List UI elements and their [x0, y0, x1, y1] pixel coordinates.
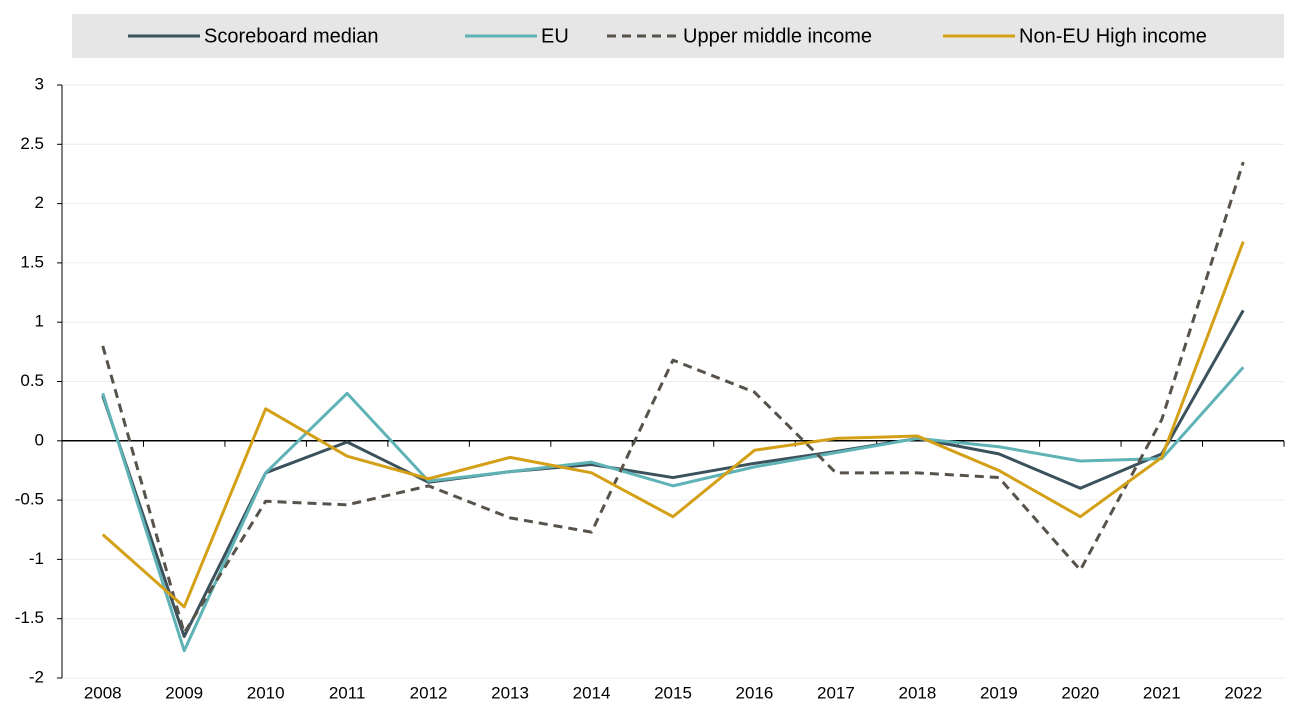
series-line: [101, 241, 1245, 609]
x-tick-label: 2021: [1143, 683, 1181, 702]
x-tick-label: 2019: [980, 683, 1018, 702]
x-tick-label: 2020: [1061, 683, 1099, 702]
series-line: [101, 161, 1245, 635]
y-tick-label: 1.5: [20, 252, 44, 271]
x-tick-label: 2008: [84, 683, 122, 702]
y-tick-label: -2: [29, 667, 44, 686]
y-tick-label: 3: [35, 74, 44, 93]
x-tick-label: 2018: [898, 683, 936, 702]
y-tick-label: 2.5: [20, 134, 44, 153]
y-tick-label: 0: [35, 430, 44, 449]
x-tick-label: 2016: [736, 683, 774, 702]
legend-label: Scoreboard median: [204, 25, 379, 47]
legend-label: Non-EU High income: [1019, 25, 1207, 47]
x-tick-label: 2022: [1224, 683, 1262, 702]
y-tick-label: 1: [35, 312, 44, 331]
x-tick-label: 2015: [654, 683, 692, 702]
legend-label: Upper middle income: [683, 25, 872, 47]
legend-background: [72, 14, 1284, 58]
legend-label: EU: [541, 25, 569, 47]
y-tick-label: 0.5: [20, 371, 44, 390]
y-tick-label: -1: [29, 549, 44, 568]
x-tick-label: 2013: [491, 683, 529, 702]
series-line: [101, 309, 1245, 638]
x-tick-label: 2012: [410, 683, 448, 702]
x-tick-label: 2017: [817, 683, 855, 702]
x-tick-label: 2009: [165, 683, 203, 702]
series-line: [101, 366, 1245, 653]
x-tick-label: 2011: [329, 683, 366, 702]
x-tick-label: 2014: [573, 683, 611, 702]
y-tick-label: -0.5: [15, 490, 44, 509]
y-tick-label: -1.5: [15, 608, 44, 627]
x-tick-label: 2010: [247, 683, 285, 702]
y-tick-label: 2: [35, 193, 44, 212]
